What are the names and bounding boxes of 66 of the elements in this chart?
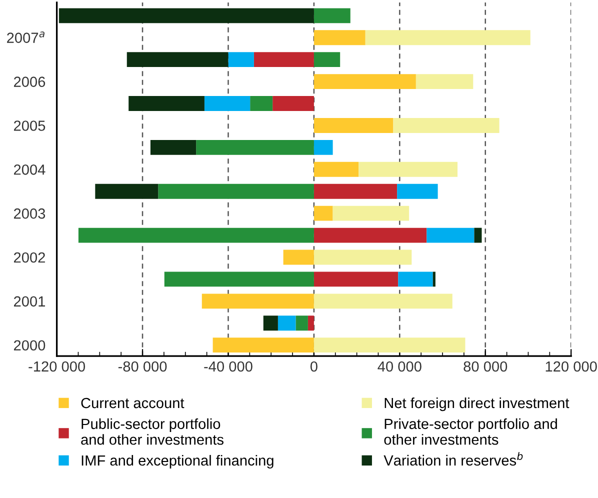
bar: [314, 272, 398, 287]
bar: [228, 52, 254, 68]
bar: [150, 140, 196, 155]
bar: [204, 96, 250, 111]
bar: [332, 206, 410, 221]
bar: [314, 184, 398, 199]
y-tick-label: 2000: [14, 340, 46, 351]
x-tick-label: 120 000: [546, 361, 597, 372]
y-tick-label: 2004: [14, 164, 46, 175]
bar: [474, 228, 482, 243]
bar: [314, 228, 427, 243]
bar: [314, 30, 366, 46]
bar: [314, 338, 466, 353]
bar: [314, 294, 452, 309]
bar: [272, 96, 314, 111]
bar: [78, 228, 314, 243]
bar: [95, 184, 158, 199]
bar: [283, 250, 314, 265]
legend-label: Public-sector portfolio and other investments: [81, 418, 224, 445]
bar: [416, 74, 474, 90]
legend-label: Net foreign direct investment: [384, 397, 570, 412]
legend-label: Variation in reserves$^{b}$: [384, 452, 523, 466]
bar: [308, 316, 314, 331]
bar: [314, 8, 350, 24]
y-tick-label: 2002: [14, 252, 45, 263]
bar: [314, 74, 416, 90]
bar: [432, 272, 436, 287]
bar: [254, 52, 314, 68]
bar: [296, 316, 308, 331]
bar: [314, 250, 412, 265]
x-tick-label: -120 000: [28, 361, 86, 372]
bar: [398, 272, 433, 287]
legend-label: Current account: [81, 398, 184, 408]
y-tick-label: 2005: [14, 120, 46, 131]
bar: [278, 316, 296, 331]
bar: [164, 272, 314, 287]
bar: [314, 206, 333, 221]
bar: [314, 162, 359, 177]
x-tick-label: -80 000: [118, 361, 167, 372]
bar: [397, 184, 438, 199]
bar: [158, 184, 314, 199]
bar: [393, 118, 500, 133]
bar: [358, 162, 458, 177]
bar: [126, 52, 228, 68]
bar: [365, 30, 530, 46]
bar: [196, 140, 314, 155]
bar: [128, 96, 204, 111]
bar: [58, 8, 314, 24]
legend-label: IMF and exceptional financing: [82, 454, 274, 469]
x-tick-label: -40 000: [204, 361, 252, 372]
y-tick-label: 2001: [14, 296, 45, 307]
bar: [250, 96, 273, 111]
bar: [314, 52, 340, 68]
y-tick-label: 2006: [14, 76, 46, 87]
legend-label: Private-sector portfolio and other investments: [384, 418, 557, 445]
y-tick-label: 2007$^{a}$: [7, 32, 44, 43]
bar: [263, 316, 278, 331]
bar: [314, 118, 394, 133]
x-tick-label: 40 000: [378, 361, 422, 372]
bar: [212, 338, 314, 353]
bar: [314, 140, 333, 155]
y-tick-label: 2003: [14, 208, 46, 219]
bar: [202, 294, 314, 309]
bar: [426, 228, 474, 243]
x-tick-label: 80 000: [464, 361, 508, 372]
x-tick-label: 0: [310, 361, 318, 372]
